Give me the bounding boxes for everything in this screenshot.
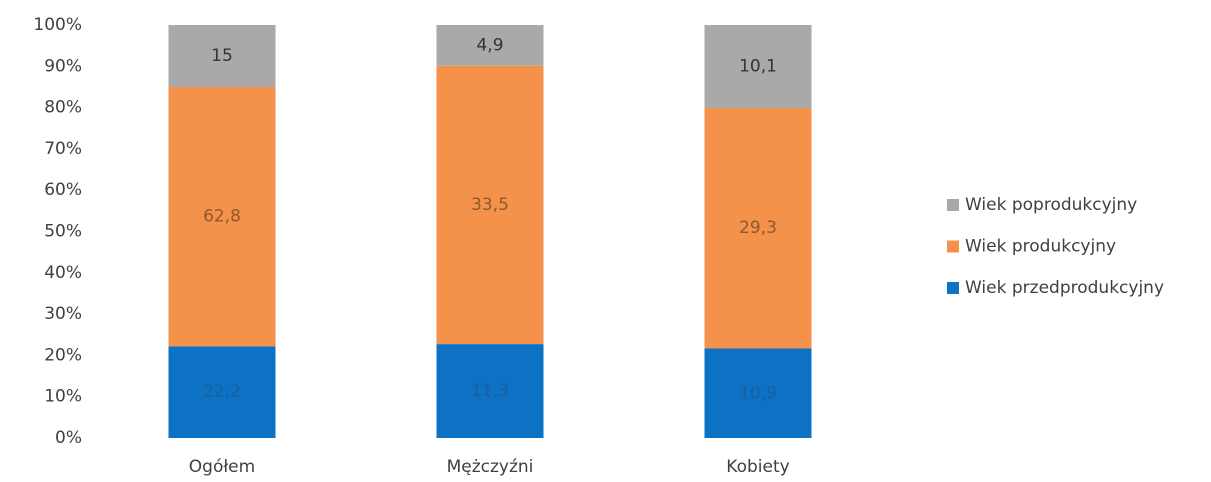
bar-segment [704,107,812,349]
data-label: 10,9 [739,383,777,403]
legend-swatch [947,282,959,294]
data-label: 29,3 [739,218,777,238]
bar-segment [436,344,544,438]
y-tick-label: 60% [44,180,82,200]
y-tick-label: 90% [44,56,82,76]
x-tick-label: Kobiety [726,457,789,477]
y-tick-label: 10% [44,387,82,407]
x-tick-label: Mężczyźni [447,457,534,477]
bar-segment [436,65,544,345]
data-label: 22,2 [203,382,241,402]
data-label: 10,1 [739,56,777,76]
bar-segment [168,25,276,87]
data-label: 62,8 [203,207,241,227]
legend-swatch [947,240,959,253]
bar-segment [704,348,812,438]
bar-segment [168,86,276,347]
y-tick-label: 80% [44,98,82,118]
legend-label: Wiek przedprodukcyjny [965,278,1164,298]
data-label: 11,3 [471,381,509,401]
bar-segment [436,25,544,66]
y-tick-label: 40% [44,263,82,283]
y-tick-label: 70% [44,139,82,159]
legend-label: Wiek produkcyjny [965,237,1116,257]
bar-segment [704,25,812,108]
data-label: 4,9 [476,35,503,55]
y-tick-label: 100% [33,15,82,35]
bar-segment [168,346,276,438]
legend-swatch [947,199,959,211]
y-tick-label: 0% [55,428,82,448]
data-label: 33,5 [471,195,509,215]
y-tick-label: 30% [44,304,82,324]
y-tick-label: 50% [44,222,82,242]
y-tick-label: 20% [44,345,82,365]
x-tick-label: Ogółem [189,457,255,477]
legend-label: Wiek poprodukcyjny [965,195,1137,215]
data-label: 15 [211,46,233,66]
